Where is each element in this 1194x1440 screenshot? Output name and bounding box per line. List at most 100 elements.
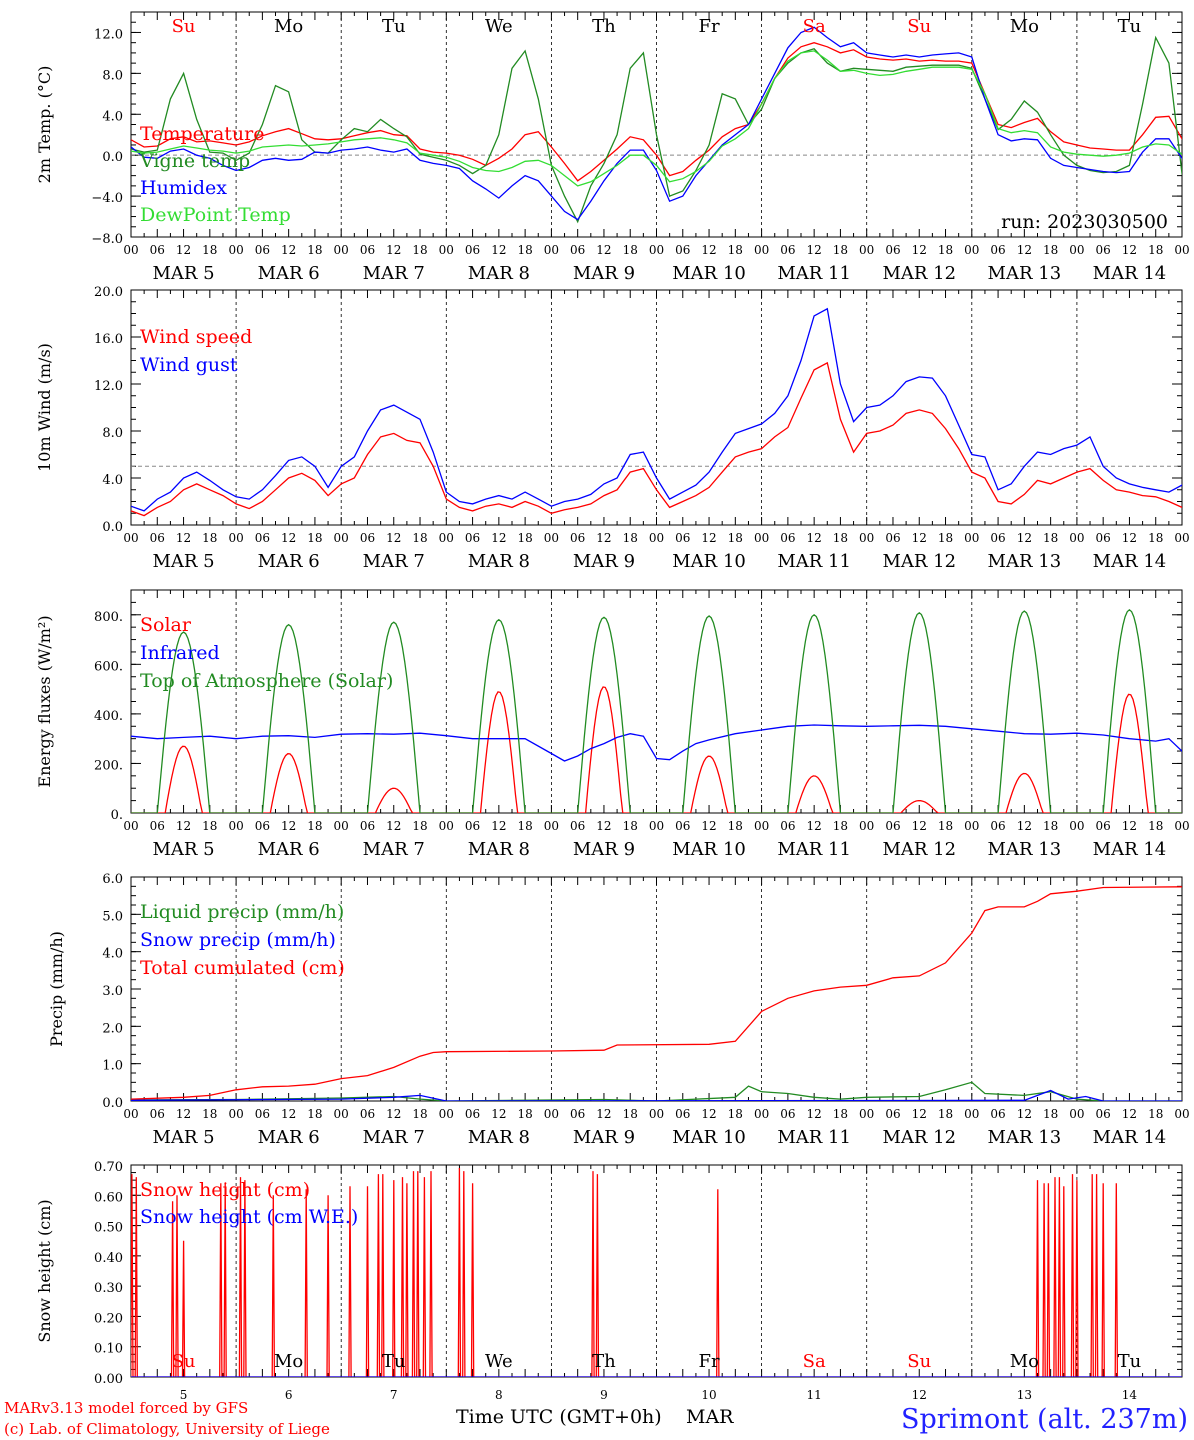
y-tick-label: 4.0 xyxy=(102,109,123,124)
series-line-energy-1 xyxy=(131,724,1182,762)
location-title: Sprimont (alt. 237m) xyxy=(901,1404,1188,1435)
hour-tick-label: 18 xyxy=(517,243,532,257)
day-number-label: 7 xyxy=(390,1388,398,1402)
hour-tick-label: 00 xyxy=(334,243,349,257)
hour-tick-label: 18 xyxy=(202,1107,217,1121)
y-tick-label: 8.0 xyxy=(102,426,123,441)
bottom-month-label: MAR xyxy=(686,1406,734,1428)
hour-tick-label: 12 xyxy=(596,1107,611,1121)
hour-tick-label: 18 xyxy=(833,1107,848,1121)
hour-tick-label: 00 xyxy=(964,819,979,833)
legend-entry: Total cumulated (cm) xyxy=(140,957,345,979)
hour-tick-label: 12 xyxy=(1017,243,1032,257)
date-label: MAR 11 xyxy=(777,839,851,860)
y-tick-label: 200. xyxy=(94,758,123,773)
panel-wind: 0.0 4.0 8.0 12.0 16.0 20.0 10m Wind (m/s) 00 06 1… xyxy=(35,285,1190,572)
hour-tick-label: 18 xyxy=(623,243,638,257)
y-tick-label: 0.40 xyxy=(94,1251,123,1266)
hour-tick-label: 06 xyxy=(885,531,900,545)
hour-tick-label: 12 xyxy=(176,243,191,257)
hour-tick-label: 00 xyxy=(649,819,664,833)
panel-precip: 0.0 1.0 2.0 3.0 4.0 5.0 6.0 Precip (mm/h) 00 06 12… xyxy=(47,872,1190,1148)
hour-tick-label: 12 xyxy=(386,819,401,833)
weekday-label: Mo xyxy=(1010,1351,1039,1372)
weekday-label: Th xyxy=(592,16,616,37)
hour-tick-label: 18 xyxy=(1043,1107,1058,1121)
hour-tick-label: 06 xyxy=(1096,531,1111,545)
weekday-label: Mo xyxy=(1010,16,1039,37)
hour-tick-label: 18 xyxy=(728,243,743,257)
hour-tick-label: 00 xyxy=(544,819,559,833)
hour-tick-label: 00 xyxy=(859,531,874,545)
y-tick-label: −4.0 xyxy=(91,191,123,206)
bottom-x-axis-label: Time UTC (GMT+0h) xyxy=(456,1406,662,1428)
date-label: MAR 9 xyxy=(573,263,635,284)
hour-tick-label: 06 xyxy=(150,243,165,257)
date-label: MAR 7 xyxy=(363,551,425,572)
hour-tick-label: 12 xyxy=(1017,819,1032,833)
series-line-precip-1 xyxy=(131,1089,1182,1101)
day-number-label: 9 xyxy=(600,1388,608,1402)
hour-tick-label: 12 xyxy=(807,819,822,833)
hour-tick-label: 18 xyxy=(833,531,848,545)
hour-tick-label: 00 xyxy=(123,1107,138,1121)
legend-entry: Wind speed xyxy=(140,326,252,348)
y-tick-label: −8.0 xyxy=(91,232,123,247)
hour-tick-label: 00 xyxy=(649,1107,664,1121)
legend-entry: Snow height (cm W.E.) xyxy=(140,1206,358,1228)
hour-tick-label: 18 xyxy=(728,1107,743,1121)
day-number-label: 8 xyxy=(495,1388,503,1402)
weekday-label: We xyxy=(485,1351,513,1372)
hour-tick-label: 06 xyxy=(990,819,1005,833)
date-label: MAR 7 xyxy=(363,1127,425,1148)
date-label: MAR 11 xyxy=(777,551,851,572)
date-label: MAR 6 xyxy=(258,839,320,860)
hour-tick-label: 18 xyxy=(412,819,427,833)
weekday-label: Su xyxy=(172,1351,196,1372)
series-group xyxy=(131,886,1182,1101)
hour-tick-label: 00 xyxy=(228,531,243,545)
weekday-label: Su xyxy=(172,16,196,37)
hour-tick-label: 12 xyxy=(912,1107,927,1121)
hour-tick-label: 12 xyxy=(1122,1107,1137,1121)
y-tick-label: 12.0 xyxy=(94,27,123,42)
y-tick-label: 4.0 xyxy=(102,947,123,962)
y-tick-label: 0.60 xyxy=(94,1190,123,1205)
hour-tick-label: 00 xyxy=(1069,819,1084,833)
hour-tick-label: 06 xyxy=(885,1107,900,1121)
series-group xyxy=(131,608,1182,813)
date-label: MAR 11 xyxy=(777,1127,851,1148)
hour-tick-label: 18 xyxy=(728,819,743,833)
legend-entry: Snow precip (mm/h) xyxy=(140,929,336,951)
hour-tick-label: 06 xyxy=(255,819,270,833)
hour-tick-label: 18 xyxy=(1148,819,1163,833)
series-line-wind-1 xyxy=(131,307,1182,512)
hour-tick-label: 06 xyxy=(675,531,690,545)
hour-tick-label: 06 xyxy=(1096,243,1111,257)
y-tick-label: 20.0 xyxy=(94,285,123,300)
y-tick-label: 0.20 xyxy=(94,1311,123,1326)
hour-tick-label: 12 xyxy=(176,819,191,833)
series-line-wind-0 xyxy=(131,361,1182,517)
hour-tick-label: 00 xyxy=(1069,1107,1084,1121)
y-axis-label: 2m Temp. (°C) xyxy=(35,66,54,184)
hour-tick-label: 00 xyxy=(228,819,243,833)
day-number-label: 10 xyxy=(701,1388,716,1402)
y-tick-label: 0.0 xyxy=(102,150,123,165)
hour-tick-label: 00 xyxy=(859,819,874,833)
hour-tick-label: 18 xyxy=(307,531,322,545)
y-tick-label: 5.0 xyxy=(102,909,123,924)
hour-tick-label: 06 xyxy=(360,531,375,545)
date-label: MAR 6 xyxy=(258,1127,320,1148)
hour-tick-label: 00 xyxy=(964,1107,979,1121)
hour-tick-label: 12 xyxy=(386,1107,401,1121)
date-label: MAR 11 xyxy=(777,263,851,284)
hour-tick-label: 12 xyxy=(807,243,822,257)
date-label: MAR 13 xyxy=(988,1127,1062,1148)
hour-tick-label: 00 xyxy=(544,1107,559,1121)
hour-tick-label: 00 xyxy=(439,1107,454,1121)
hour-tick-label: 12 xyxy=(912,819,927,833)
hour-tick-label: 12 xyxy=(912,243,927,257)
hour-tick-label: 00 xyxy=(544,243,559,257)
hour-tick-label: 12 xyxy=(912,531,927,545)
